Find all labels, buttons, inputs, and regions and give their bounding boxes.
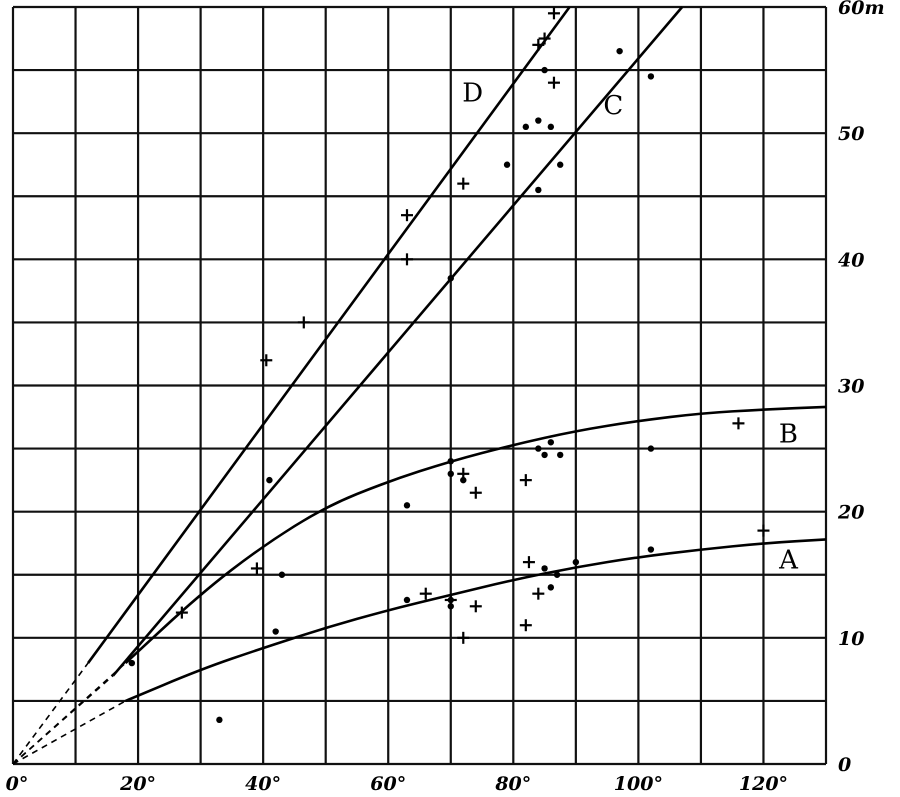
x-tick-label: 40° bbox=[245, 773, 281, 795]
x-tick-labels: 0° 20° 40° 60° 80° 100° 120° bbox=[6, 773, 788, 795]
data-point-dot bbox=[572, 558, 580, 566]
data-point-cross bbox=[400, 253, 413, 266]
data-point-dot bbox=[447, 603, 454, 610]
curve-A bbox=[125, 538, 827, 703]
y-tick-label: 20 bbox=[837, 502, 864, 524]
curve-label-B: B bbox=[779, 419, 798, 449]
data-point-dot bbox=[557, 451, 564, 459]
curve-labels: A B C D bbox=[462, 79, 799, 576]
curves bbox=[86, 6, 827, 703]
data-point-cross bbox=[457, 467, 470, 480]
data-point-cross bbox=[419, 587, 432, 600]
y-tick-label: 0 bbox=[838, 754, 851, 776]
data-point-cross bbox=[547, 76, 560, 89]
x-tick-label: 0° bbox=[6, 773, 29, 795]
y-tick-label: 50 bbox=[838, 123, 864, 145]
data-point-cross bbox=[297, 316, 310, 329]
data-point-dot bbox=[447, 275, 454, 282]
data-point-cross bbox=[175, 606, 188, 619]
data-point-cross bbox=[732, 417, 745, 430]
curve-D-dashed-extension bbox=[12, 662, 89, 765]
dot-markers bbox=[128, 47, 655, 724]
data-point-cross bbox=[469, 600, 482, 613]
data-point-cross bbox=[522, 556, 535, 569]
data-point-dot bbox=[447, 458, 454, 465]
data-point-dot bbox=[266, 476, 273, 484]
data-point-dot bbox=[216, 716, 223, 724]
curve-A-dashed-extension bbox=[12, 700, 126, 765]
grid bbox=[11, 5, 828, 766]
data-point-cross bbox=[532, 587, 545, 600]
data-point-cross bbox=[400, 209, 413, 222]
data-point-dot bbox=[616, 47, 623, 55]
x-tick-label: 20° bbox=[119, 773, 156, 795]
data-point-dot bbox=[647, 73, 655, 80]
data-point-dot bbox=[647, 546, 655, 553]
data-point-dot bbox=[553, 571, 561, 578]
data-point-dot bbox=[278, 571, 286, 578]
curve-label-D: D bbox=[462, 79, 483, 109]
curve-C-dashed-extension bbox=[12, 675, 114, 765]
data-point-cross bbox=[532, 38, 545, 51]
data-point-dot bbox=[535, 117, 542, 124]
data-point-dot bbox=[547, 439, 555, 446]
y-tick-label: 10 bbox=[838, 628, 864, 650]
data-point-cross bbox=[457, 177, 470, 190]
y-tick-labels: 0 10 20 30 40 50 60m bbox=[837, 0, 885, 776]
data-point-cross bbox=[469, 486, 482, 499]
x-tick-label: 80° bbox=[494, 773, 531, 795]
curve-B bbox=[124, 405, 827, 665]
data-point-cross bbox=[457, 631, 470, 644]
data-point-dot bbox=[541, 451, 548, 459]
x-tick-label: 100° bbox=[614, 773, 663, 795]
data-point-dot bbox=[647, 445, 655, 452]
data-point-dot bbox=[557, 161, 564, 168]
data-point-dot bbox=[541, 565, 548, 572]
curve-label-A: A bbox=[778, 545, 799, 575]
cross-markers bbox=[175, 7, 770, 644]
curve-D bbox=[86, 6, 571, 664]
data-point-dot bbox=[503, 161, 511, 168]
origin-dashed-lines bbox=[12, 662, 127, 765]
curve-C bbox=[112, 6, 684, 677]
y-tick-label: 30 bbox=[838, 376, 864, 398]
data-point-dot bbox=[447, 470, 454, 478]
data-point-cross bbox=[260, 354, 273, 367]
data-point-dot bbox=[535, 186, 542, 194]
data-point-cross bbox=[538, 32, 551, 45]
data-point-cross bbox=[444, 593, 457, 606]
y-tick-label: 60m bbox=[838, 0, 885, 19]
y-tick-label: 40 bbox=[838, 249, 864, 271]
data-point-dot bbox=[541, 66, 548, 74]
data-point-dot bbox=[403, 596, 411, 604]
data-point-dot bbox=[547, 584, 555, 591]
data-point-cross bbox=[757, 524, 770, 537]
data-point-dot bbox=[272, 628, 279, 635]
data-point-dot bbox=[128, 659, 136, 667]
data-point-dot bbox=[460, 476, 467, 484]
data-point-dot bbox=[535, 445, 542, 452]
data-point-cross bbox=[519, 474, 532, 487]
data-point-dot bbox=[522, 123, 530, 131]
data-point-cross bbox=[547, 7, 560, 20]
curve-label-C: C bbox=[603, 91, 623, 121]
x-tick-label: 60° bbox=[370, 773, 406, 795]
x-tick-label: 120° bbox=[739, 773, 788, 795]
data-point-dot bbox=[403, 502, 411, 509]
data-point-cross bbox=[519, 619, 532, 632]
data-point-dot bbox=[547, 123, 555, 131]
data-point-cross bbox=[250, 562, 263, 575]
